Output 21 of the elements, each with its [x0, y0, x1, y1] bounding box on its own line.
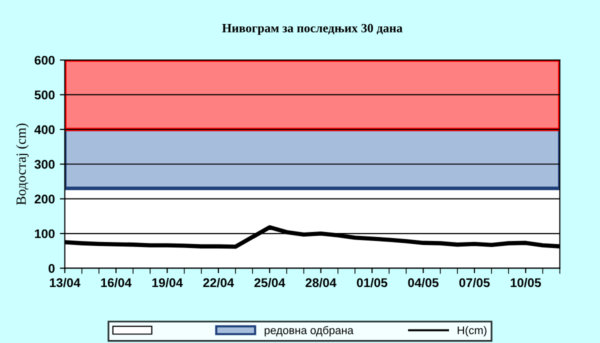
y-tick-label: 400: [34, 125, 55, 134]
chart-title: Нивограм за последњих 30 дана: [222, 24, 402, 35]
legend-label: H(cm): [458, 326, 486, 336]
legend-label: редовна одбрана: [264, 326, 354, 336]
x-tick-label: 04/05: [408, 278, 439, 288]
x-tick-label: 28/04: [306, 278, 336, 288]
x-tick-label: 07/05: [459, 278, 490, 288]
x-tick-label: 19/04: [152, 278, 183, 288]
x-tick-label: 01/05: [356, 278, 388, 288]
x-tick-label: 16/04: [101, 278, 132, 288]
x-tick-label: 13/04: [50, 278, 80, 288]
x-tick-label: 10/05: [510, 278, 541, 288]
y-axis-title: Водостај (cm): [16, 124, 29, 205]
x-tick-label: 25/04: [254, 278, 286, 288]
y-tick-label: 300: [34, 160, 55, 169]
y-tick-label: 600: [34, 56, 55, 65]
y-tick-label: 200: [34, 194, 55, 204]
y-tick-label: 0: [48, 264, 55, 273]
y-tick-label: 500: [34, 90, 55, 100]
x-tick-label: 22/04: [203, 278, 234, 288]
y-tick-label: 100: [35, 229, 55, 238]
